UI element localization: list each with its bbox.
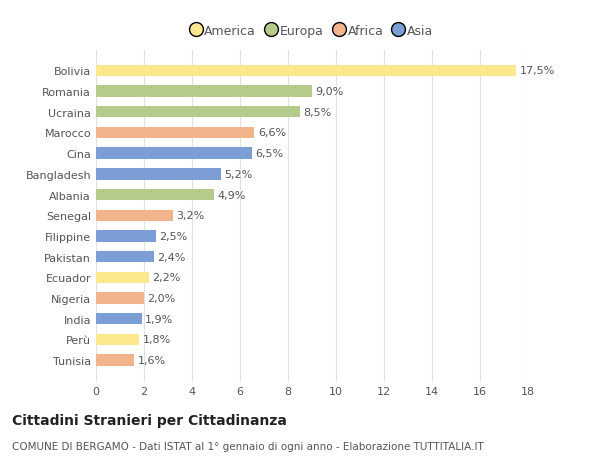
- Bar: [96, 190, 214, 201]
- Text: 5,2%: 5,2%: [224, 169, 253, 179]
- Text: 1,6%: 1,6%: [138, 355, 166, 365]
- Text: 2,0%: 2,0%: [148, 293, 176, 303]
- Text: 4,9%: 4,9%: [217, 190, 245, 200]
- Bar: [96, 231, 156, 242]
- Text: 1,8%: 1,8%: [143, 335, 171, 345]
- Bar: [96, 334, 139, 345]
- Text: 1,9%: 1,9%: [145, 314, 173, 324]
- Legend: America, Europa, Africa, Asia: America, Europa, Africa, Asia: [185, 20, 439, 43]
- Text: 9,0%: 9,0%: [316, 87, 344, 97]
- Bar: [96, 355, 134, 366]
- Bar: [96, 210, 173, 221]
- Text: COMUNE DI BERGAMO - Dati ISTAT al 1° gennaio di ogni anno - Elaborazione TUTTITA: COMUNE DI BERGAMO - Dati ISTAT al 1° gen…: [12, 441, 484, 451]
- Text: 2,2%: 2,2%: [152, 273, 181, 283]
- Text: 2,4%: 2,4%: [157, 252, 185, 262]
- Bar: [96, 128, 254, 139]
- Bar: [96, 86, 312, 97]
- Bar: [96, 107, 300, 118]
- Bar: [96, 293, 144, 304]
- Text: Cittadini Stranieri per Cittadinanza: Cittadini Stranieri per Cittadinanza: [12, 413, 287, 427]
- Text: 3,2%: 3,2%: [176, 211, 205, 221]
- Bar: [96, 148, 252, 159]
- Text: 17,5%: 17,5%: [520, 66, 555, 76]
- Text: 2,5%: 2,5%: [160, 231, 188, 241]
- Text: 6,5%: 6,5%: [256, 149, 284, 159]
- Bar: [96, 272, 149, 283]
- Bar: [96, 313, 142, 325]
- Text: 6,6%: 6,6%: [258, 128, 286, 138]
- Bar: [96, 252, 154, 263]
- Text: 8,5%: 8,5%: [304, 107, 332, 118]
- Bar: [96, 66, 516, 77]
- Bar: [96, 169, 221, 180]
